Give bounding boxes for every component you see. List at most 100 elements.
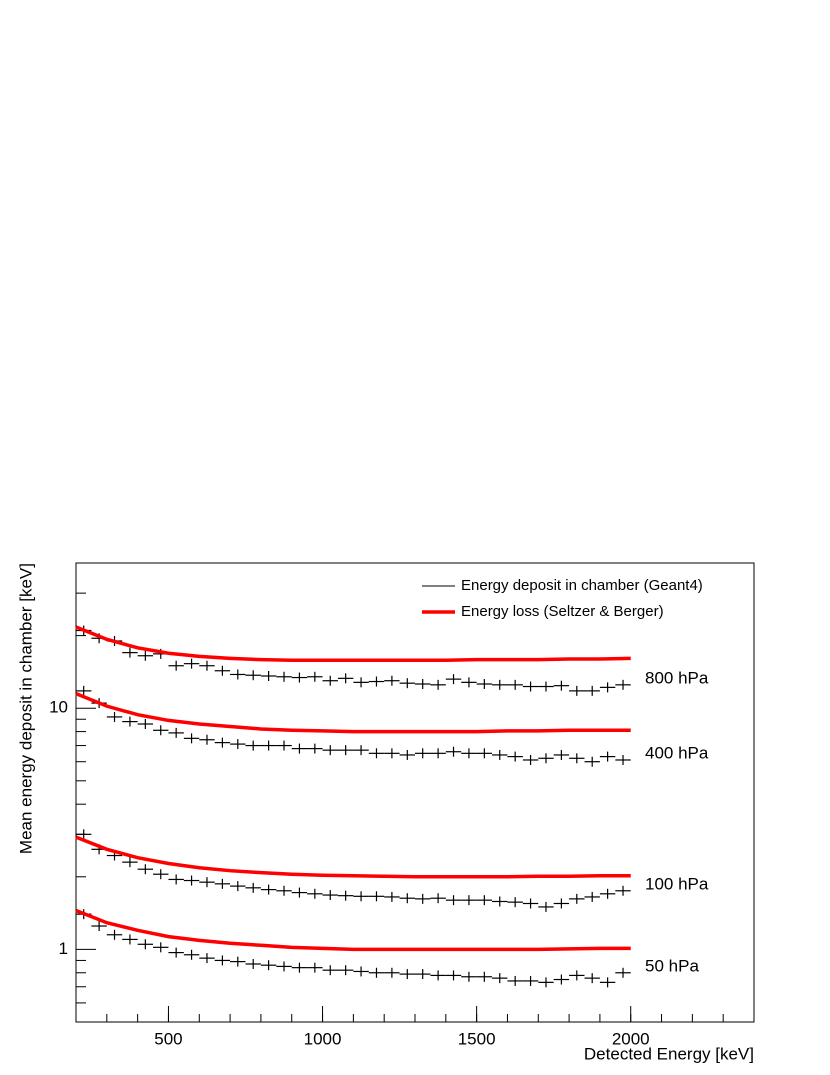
data-point xyxy=(538,681,554,692)
data-point xyxy=(599,682,616,693)
data-point xyxy=(476,679,493,690)
data-point xyxy=(291,672,308,683)
data-point xyxy=(599,888,616,899)
data-point xyxy=(122,857,138,868)
data-point xyxy=(507,897,523,908)
data-point xyxy=(584,973,600,984)
data-point xyxy=(430,748,446,759)
data-point xyxy=(430,679,446,690)
data-point xyxy=(538,753,554,764)
data-point xyxy=(461,895,477,906)
data-point xyxy=(415,679,431,690)
data-point xyxy=(522,754,539,765)
data-point xyxy=(337,673,354,684)
data-point xyxy=(322,890,338,901)
data-point xyxy=(522,681,539,692)
legend-label: Energy deposit in chamber (Geant4) xyxy=(461,577,703,594)
data-point xyxy=(461,677,477,688)
x-tick-label: 1500 xyxy=(458,1029,496,1048)
data-point xyxy=(384,891,400,902)
data-point xyxy=(245,882,261,893)
data-point xyxy=(538,901,554,912)
data-point xyxy=(461,971,477,982)
data-point xyxy=(307,743,323,754)
data-point xyxy=(553,749,570,760)
data-point xyxy=(322,675,338,686)
data-point xyxy=(76,685,92,696)
data-point xyxy=(492,679,508,690)
x-tick-label: 2000 xyxy=(612,1029,650,1048)
data-point xyxy=(276,885,292,896)
data-point xyxy=(106,929,123,940)
data-point xyxy=(291,887,308,898)
data-point xyxy=(291,743,308,754)
data-point xyxy=(430,970,446,981)
data-point xyxy=(230,669,246,680)
data-point xyxy=(461,748,477,759)
data-point xyxy=(615,885,631,896)
series-label: 50 hPa xyxy=(645,956,699,975)
data-point xyxy=(137,864,154,875)
data-point xyxy=(584,685,600,696)
data-point xyxy=(384,748,400,759)
x-tick-label: 1000 xyxy=(304,1029,342,1048)
data-point xyxy=(183,875,200,886)
data-point xyxy=(615,967,631,978)
data-point xyxy=(368,676,385,687)
curve xyxy=(75,691,631,734)
data-point xyxy=(569,685,585,696)
data-point xyxy=(615,754,631,765)
data-point xyxy=(183,949,200,960)
data-point xyxy=(199,953,215,964)
data-point xyxy=(569,970,585,981)
data-point xyxy=(183,658,200,669)
data-point xyxy=(260,740,277,751)
data-point xyxy=(507,975,523,986)
x-tick-label: 500 xyxy=(154,1029,182,1048)
data-point xyxy=(307,888,323,899)
data-point xyxy=(291,962,308,973)
data-point xyxy=(106,711,123,722)
data-point xyxy=(553,680,570,691)
data-point xyxy=(353,745,369,756)
data-point xyxy=(91,921,107,932)
data-point xyxy=(522,898,539,909)
data-point xyxy=(214,737,231,748)
data-point xyxy=(415,969,431,980)
data-point xyxy=(322,745,338,756)
data-point xyxy=(337,965,354,976)
data-point xyxy=(307,671,323,682)
data-point xyxy=(230,956,246,967)
data-point xyxy=(399,749,415,760)
data-point xyxy=(476,748,493,759)
data-point xyxy=(415,893,431,904)
data-point xyxy=(260,671,277,682)
data-point xyxy=(122,647,138,658)
data-point xyxy=(507,679,523,690)
data-point xyxy=(276,671,292,682)
curve xyxy=(75,835,631,879)
data-point xyxy=(384,675,400,686)
data-point xyxy=(507,751,523,762)
data-point xyxy=(122,934,138,945)
data-point xyxy=(245,670,261,681)
data-point xyxy=(353,891,369,902)
data-point xyxy=(230,739,246,750)
data-point xyxy=(492,973,508,984)
y-tick-label: 1 xyxy=(59,939,68,958)
data-point xyxy=(245,740,261,751)
data-point xyxy=(168,660,184,671)
data-point xyxy=(353,677,369,688)
data-point xyxy=(168,874,184,885)
data-point xyxy=(445,970,462,981)
data-point xyxy=(230,881,246,892)
data-point xyxy=(276,740,292,751)
data-point xyxy=(615,679,631,690)
data-point xyxy=(199,877,215,888)
data-point xyxy=(415,748,431,759)
data-point xyxy=(599,977,616,988)
data-point xyxy=(153,725,169,736)
data-point xyxy=(168,727,184,738)
data-point xyxy=(214,665,231,676)
